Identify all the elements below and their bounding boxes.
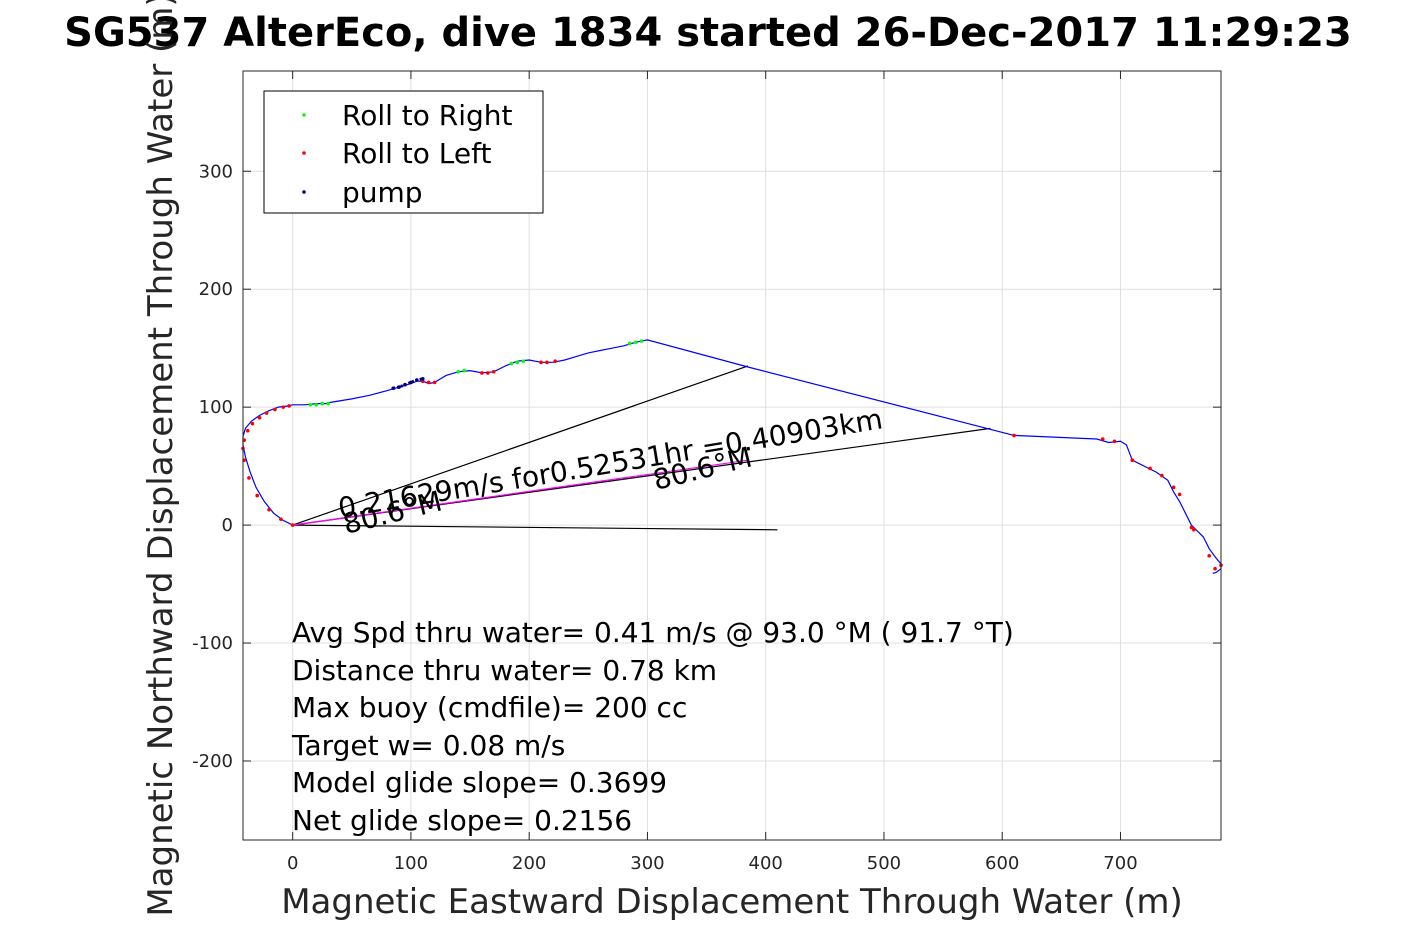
x-tick-label: 300	[630, 853, 664, 874]
y-tick-label: 200	[199, 279, 233, 300]
x-axis-label: Magnetic Eastward Displacement Through W…	[281, 882, 1183, 922]
roll-left-point	[247, 476, 251, 480]
ticks: 0 100 200 300 400 500 600 700 -200 -100 0 100 200 300	[192, 71, 1221, 874]
stat-net-glide: Net glide slope= 0.2156	[292, 804, 632, 837]
y-tick-label: 300	[199, 161, 233, 182]
legend-label-roll-left: Roll to Left	[342, 137, 491, 170]
pump-point	[397, 385, 401, 389]
legend-marker-roll-left	[302, 151, 306, 155]
roll-left-point	[480, 371, 484, 375]
x-tick-label: 200	[512, 853, 546, 874]
roll-left-point	[287, 404, 291, 408]
roll-left-point	[426, 380, 431, 385]
x-tick-label: 600	[985, 853, 1019, 874]
stat-target-w: Target w= 0.08 m/s	[291, 729, 565, 762]
roll-left-point	[281, 405, 286, 409]
x-tick-label: 100	[394, 853, 428, 874]
roll-right-point	[462, 368, 466, 373]
roll-left-point	[1171, 485, 1176, 490]
y-tick-label: -200	[192, 751, 233, 772]
pump-point	[409, 380, 413, 385]
legend-marker-pump	[302, 190, 306, 194]
roll-left-point	[491, 369, 496, 374]
x-tick-label: 0	[287, 853, 298, 874]
y-tick-label: 0	[222, 515, 233, 536]
roll-right-point	[456, 369, 461, 374]
plot-frame	[242, 70, 1222, 841]
roll-left-point	[1189, 525, 1194, 530]
y-tick-label: 100	[199, 397, 233, 418]
legend-label-roll-right: Roll to Right	[342, 99, 513, 132]
pump-point	[403, 382, 407, 387]
y-axis-label: Magnetic Northward Displacement Through …	[141, 0, 181, 917]
pump-point	[415, 378, 419, 382]
roll-left-point	[553, 359, 558, 363]
y-tick-label: -100	[192, 633, 233, 654]
dive-stats: Avg Spd thru water= 0.41 m/s @ 93.0 °M (…	[291, 616, 1014, 837]
heading-line-lower	[292, 524, 778, 531]
stat-distance: Distance thru water= 0.78 km	[292, 654, 717, 687]
roll-left-point	[245, 428, 250, 433]
roll-right-point	[627, 341, 632, 346]
roll-left-point	[1213, 566, 1217, 571]
roll-left-point	[1112, 439, 1117, 444]
legend-marker-roll-right	[302, 113, 306, 117]
roll-left-point	[1177, 492, 1182, 497]
x-tick-label: 500	[867, 853, 901, 874]
roll-left-point	[545, 360, 549, 365]
roll-left-point	[1160, 473, 1164, 478]
series-layer	[241, 339, 1223, 574]
roll-left-point	[250, 421, 255, 426]
legend-label-pump: pump	[342, 176, 423, 209]
reference-lines	[292, 365, 991, 531]
roll-left-point	[1100, 437, 1105, 441]
net-displacement	[292, 459, 749, 526]
roll-left-point	[267, 507, 271, 512]
x-tick-label: 700	[1103, 853, 1137, 874]
roll-left-point	[485, 371, 490, 375]
stat-model-glide: Model glide slope= 0.3699	[292, 766, 667, 799]
pump-point	[420, 377, 425, 381]
chart-title: SG537 AlterEco, dive 1834 started 26-Dec…	[64, 10, 1352, 56]
roll-left-point	[1012, 433, 1016, 438]
heading-line-upper	[292, 365, 749, 526]
roll-left-point	[279, 517, 283, 521]
roll-right-point	[639, 339, 644, 343]
roll-right-point	[320, 401, 325, 406]
pump-point	[391, 386, 395, 391]
roll-left-point	[264, 411, 269, 415]
roll-left-point	[273, 407, 277, 412]
roll-right-point	[308, 402, 313, 407]
stat-max-buoy: Max buoy (cmdfile)= 200 cc	[292, 691, 687, 724]
roll-left-point	[255, 493, 259, 498]
roll-right-point	[521, 359, 526, 363]
roll-left-point	[290, 523, 295, 527]
roll-left-point	[1148, 466, 1152, 471]
roll-left-point	[257, 415, 262, 420]
roll-left-point	[432, 380, 437, 385]
roll-right-point	[314, 402, 319, 407]
track-line	[242, 339, 1222, 574]
x-tick-label: 400	[749, 853, 783, 874]
roll-right-point	[633, 340, 638, 345]
legend: Roll to Right Roll to Left pump	[263, 90, 544, 214]
stat-avg-speed: Avg Spd thru water= 0.41 m/s @ 93.0 °M (…	[292, 616, 1014, 649]
roll-right-point	[515, 360, 520, 365]
roll-right-point	[326, 401, 330, 406]
roll-left-point	[1192, 528, 1196, 532]
roll-right-point	[509, 361, 514, 366]
legend-box	[263, 90, 544, 214]
roll-left-point	[1207, 553, 1211, 558]
roll-left-point	[539, 360, 543, 365]
roll-left-point	[1130, 458, 1135, 463]
